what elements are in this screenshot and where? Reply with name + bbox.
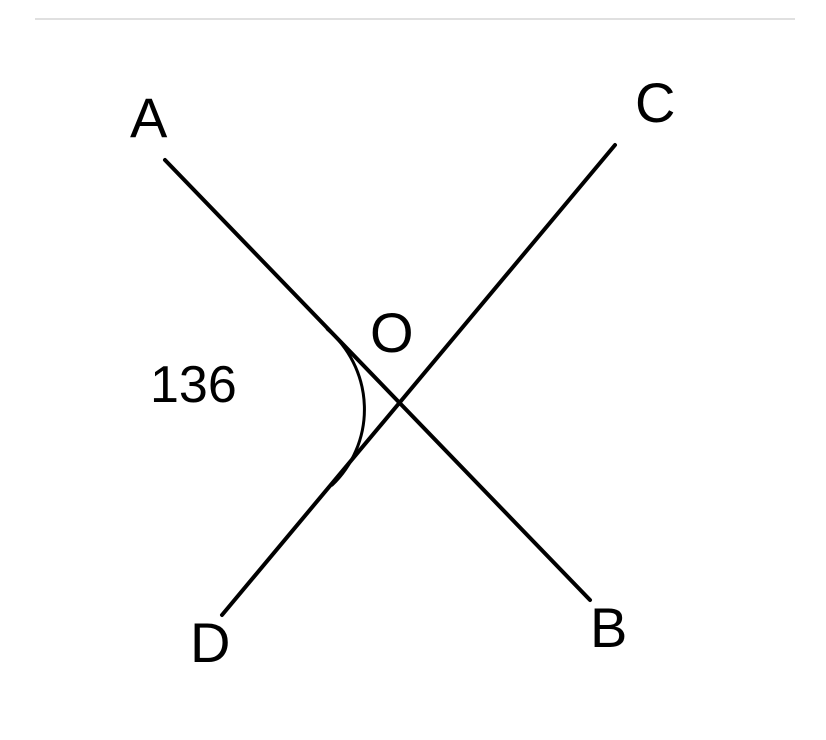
line-CD: [222, 145, 615, 615]
angle-arc: [327, 329, 364, 485]
label-D: D: [190, 610, 230, 675]
label-B: B: [590, 595, 627, 660]
label-O: O: [370, 300, 414, 365]
label-A: A: [130, 85, 167, 150]
label-C: C: [635, 70, 675, 135]
angle-value-label: 136: [150, 355, 237, 415]
angle-arc-group: [327, 329, 364, 485]
geometry-canvas: [0, 0, 826, 740]
